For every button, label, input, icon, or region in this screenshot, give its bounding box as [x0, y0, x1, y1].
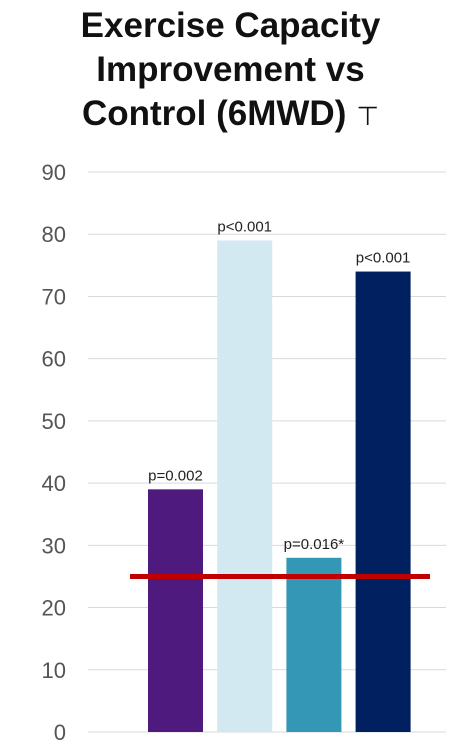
bar-4-p-value: p<0.001: [356, 250, 411, 267]
bar-1-p-value: p=0.002: [148, 467, 203, 484]
bar-1: [148, 489, 203, 732]
chart-title-line-2: Improvement vs: [96, 50, 365, 89]
chart-title-line-1: Exercise Capacity: [80, 6, 381, 45]
bar-3-p-value: p=0.016*: [284, 536, 345, 553]
chart-title-line-3-text: Control (6MWD): [81, 94, 347, 133]
y-axis-ticks: 0 10 20 30 40 50 60 70 80 90: [42, 160, 66, 744]
y-tick-label: 10: [42, 658, 66, 683]
bars: [148, 240, 411, 732]
bar-2: [217, 240, 273, 732]
y-tick-label: 30: [42, 533, 66, 558]
title-footnote-mark: ⊤: [356, 101, 380, 131]
chart-title: Exercise Capacity Improvement vs Control…: [0, 4, 461, 138]
y-tick-label: 50: [42, 409, 66, 434]
chart-title-line-3: Control (6MWD) ⊤: [0, 92, 461, 138]
bar-labels: p=0.002 p<0.001 p=0.016* p<0.001: [148, 218, 410, 552]
y-tick-label: 0: [54, 720, 66, 744]
y-tick-label: 70: [42, 284, 66, 309]
y-tick-label: 40: [42, 471, 66, 496]
y-tick-label: 80: [42, 222, 66, 247]
bar-4: [355, 271, 411, 732]
y-tick-label: 60: [42, 347, 66, 372]
y-tick-label: 20: [42, 596, 66, 621]
y-tick-label: 90: [42, 160, 66, 185]
bar-2-p-value: p<0.001: [217, 218, 272, 235]
bar-3: [286, 557, 342, 732]
